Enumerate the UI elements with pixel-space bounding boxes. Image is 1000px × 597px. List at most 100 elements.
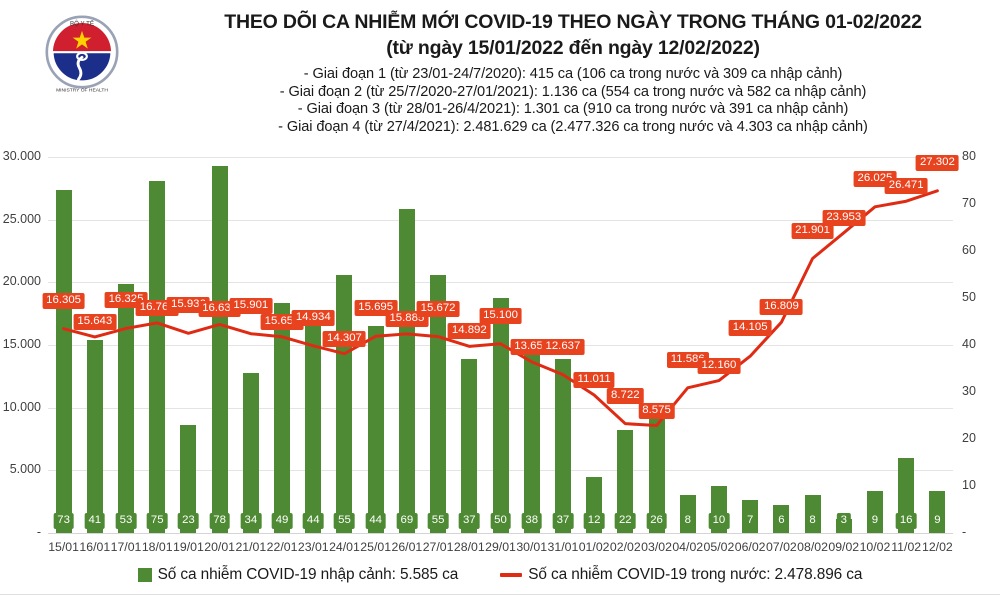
bar: [118, 283, 135, 533]
y-axis-right-tick: 80: [962, 149, 976, 163]
y-axis-right-tick: 70: [962, 196, 976, 210]
x-axis-label: 08/02: [797, 540, 828, 554]
ministry-of-health-logo-icon: BỘ Y TẾ MINISTRY OF HEALTH: [38, 8, 126, 96]
y-axis-right-tick: -: [962, 525, 967, 539]
y-axis-left-tick: 10.000: [2, 399, 41, 414]
x-axis-label: 12/02: [922, 540, 953, 554]
bar-value-label: 50: [490, 513, 511, 529]
bar-value-label: 9: [867, 513, 883, 529]
chart-header: BỘ Y TẾ MINISTRY OF HEALTH THEO DÕI CA N…: [0, 0, 1000, 152]
bar-value-label: 12: [583, 513, 605, 529]
line-series-domestic: [62, 189, 939, 428]
bar-value-label: 78: [209, 513, 230, 529]
bar-value-label: 23: [178, 513, 199, 529]
x-axis-label: 25/01: [360, 540, 392, 554]
legend-item-imported[interactable]: Số ca nhiễm COVID-19 nhập cảnh: 5.585 ca: [137, 566, 459, 584]
bar-value-label: 7: [742, 513, 758, 529]
bar: [367, 326, 384, 533]
bar: [86, 340, 103, 533]
line-value-label: 21.901: [791, 222, 834, 239]
page-subtitle: (từ ngày 15/01/2022 đến ngày 12/02/2022): [386, 37, 760, 59]
bar-value-label: 69: [396, 513, 418, 529]
phase-list: - Giai đoạn 1 (từ 23/01-24/7/2020): 415 …: [150, 66, 996, 136]
x-axis-label: 02/02: [609, 540, 641, 554]
x-axis-label: 23/01: [297, 540, 329, 554]
line-value-label: 27.302: [915, 154, 959, 171]
y-axis-left-tick: 15.000: [2, 337, 41, 351]
line-swatch-icon: [500, 573, 523, 577]
line-value-label: 14.307: [323, 330, 366, 347]
phase-line-2: - Giai đoạn 2 (từ 25/7/2020-27/01/2021):…: [279, 83, 867, 100]
bar-value-label: 38: [521, 513, 543, 529]
line-value-label: 23.953: [822, 209, 866, 226]
bar: [554, 359, 571, 533]
chart-plot-area: - 5.000 10.000 15.000 20.000 25.000 30.000 - 10…: [3, 149, 976, 539]
bar-value-label: 44: [365, 513, 387, 529]
y-axis-right-tick: 50: [962, 290, 976, 304]
svg-text:MINISTRY OF HEALTH: MINISTRY OF HEALTH: [56, 88, 108, 94]
bar: [274, 302, 291, 533]
line-value-label: 15.672: [416, 300, 460, 317]
bar: [55, 189, 72, 533]
legend-label-domestic: Số ca nhiễm COVID-19 trong nước: 2.478.8…: [528, 566, 863, 583]
bar-value-label: 37: [552, 513, 574, 529]
bar: [180, 424, 197, 533]
x-axis-label: 27/01: [422, 540, 454, 554]
x-axis-label: 16/01: [79, 540, 111, 554]
bar-value-label: 49: [271, 513, 293, 529]
line-value-label: 12.637: [541, 338, 585, 355]
gridline: [48, 282, 953, 284]
x-axis-label: 05/02: [703, 540, 735, 554]
phase-line-3: - Giai đoạn 3 (từ 28/01-26/4/2021): 1.30…: [297, 101, 849, 118]
line-value-label: 16.305: [42, 292, 86, 309]
x-axis-label: 29/01: [485, 540, 516, 554]
bar: [242, 373, 259, 533]
bar-value-label: 8: [805, 513, 820, 529]
x-axis-label: 11/02: [891, 540, 922, 554]
bar-value-label: 16: [895, 513, 917, 529]
bar: [648, 410, 665, 533]
x-axis-label: 18/01: [141, 540, 173, 554]
phase-line-1: - Giai đoạn 1 (từ 23/01-24/7/2020): 415 …: [303, 66, 843, 82]
line-value-label: 14.934: [291, 309, 335, 326]
line-value-label: 15.100: [479, 307, 522, 324]
x-axis-label: 15/01: [48, 540, 79, 554]
bar: [523, 354, 540, 533]
bar: [305, 326, 322, 533]
x-axis-label: 01/02: [578, 540, 610, 554]
bar-value-label: 55: [427, 513, 449, 529]
legend-label-imported: Số ca nhiễm COVID-19 nhập cảnh: 5.585 ca: [157, 566, 459, 583]
y-axis-left-tick: 5.000: [9, 462, 41, 477]
y-axis-right-tick: 20: [962, 431, 976, 445]
bar-value-label: 75: [146, 513, 168, 529]
bar-value-label: 73: [53, 513, 74, 529]
y-axis-left-tick: 20.000: [2, 274, 41, 289]
y-axis-left-tick: 30.000: [2, 149, 41, 163]
bar: [461, 359, 478, 533]
page-title: THEO DÕI CA NHIỄM MỚI COVID-19 THEO NGÀY…: [224, 11, 922, 33]
line-value-label: 16.809: [759, 299, 803, 316]
x-axis-label: 06/02: [734, 540, 766, 554]
x-axis-label: 10/02: [859, 540, 891, 554]
line-value-label: 11.011: [573, 371, 615, 388]
bar-swatch-icon: [137, 568, 152, 582]
x-axis-label: 09/02: [828, 540, 860, 554]
bar-value-label: 10: [708, 513, 730, 529]
bar-value-label: 37: [458, 513, 480, 529]
bar: [211, 166, 228, 533]
x-axis-label: 19/01: [173, 540, 204, 554]
legend-item-domestic[interactable]: Số ca nhiễm COVID-19 trong nước: 2.478.8…: [500, 566, 862, 584]
bar-value-label: 55: [334, 513, 355, 529]
line-value-label: 8.575: [638, 402, 675, 419]
bar: [149, 180, 166, 533]
x-axis-label: 03/02: [641, 540, 672, 554]
phase-line-4: - Giai đoạn 4 (từ 27/4/2021): 2.481.629 …: [278, 118, 868, 135]
line-value-label: 8.722: [607, 387, 644, 404]
bar-value-label: 41: [84, 513, 106, 529]
bar-value-label: 44: [302, 513, 324, 529]
y-axis-right-tick: 60: [962, 243, 976, 257]
bar-value-label: 26: [646, 513, 667, 529]
y-axis-left-tick: 25.000: [2, 211, 41, 226]
bar-value-label: 6: [774, 513, 789, 529]
x-axis-label: 26/01: [391, 540, 423, 554]
